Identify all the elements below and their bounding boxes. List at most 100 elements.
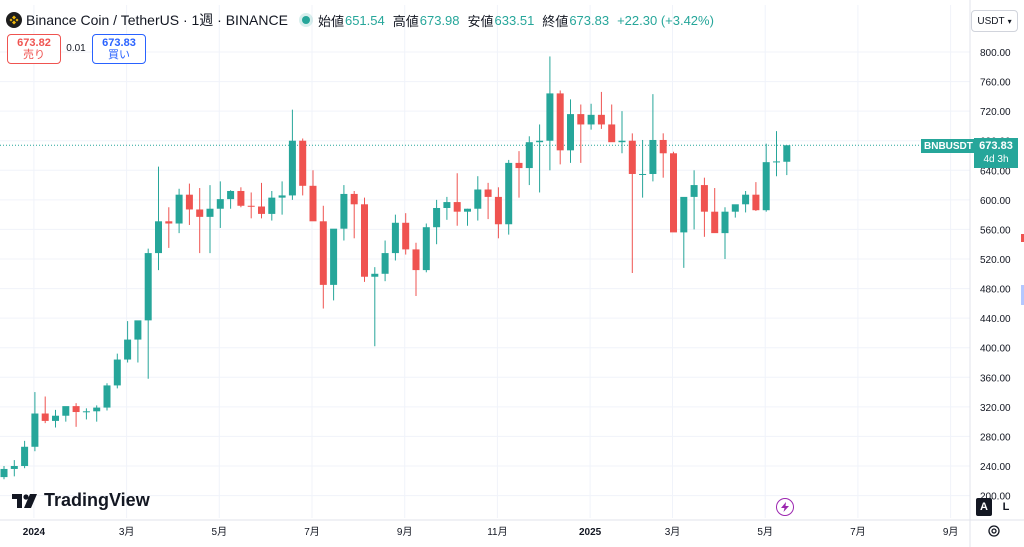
candle-body — [175, 194, 183, 224]
candle-body — [453, 202, 461, 212]
candle-body — [216, 199, 224, 209]
candle-body — [618, 140, 626, 143]
candle-body — [752, 194, 760, 211]
candle-body — [124, 339, 132, 360]
candle-body — [10, 466, 18, 469]
candle-body — [62, 406, 70, 416]
candle-body — [680, 196, 688, 233]
candle-body — [227, 190, 235, 200]
bar-countdown: 4d 3h — [983, 154, 1009, 165]
candle-body — [21, 446, 29, 466]
y-tick-label: 240.00 — [980, 462, 1011, 473]
candle-body — [731, 204, 739, 212]
lightning-icon[interactable] — [776, 498, 794, 516]
candle-body — [72, 406, 80, 413]
symbol-header: Binance Coin / TetherUS · 1週 · BINANCE 始… — [6, 10, 722, 30]
y-tick-label: 320.00 — [980, 403, 1011, 414]
currency-selector[interactable]: USDT ▾ — [971, 10, 1018, 32]
buy-price: 673.83 — [102, 37, 136, 49]
x-tick-label: 2024 — [23, 527, 46, 538]
x-tick-label: 9月 — [397, 526, 413, 538]
candle-body — [525, 142, 533, 169]
y-tick-label: 400.00 — [980, 344, 1011, 355]
candle-body — [309, 185, 317, 222]
candle-body — [361, 204, 368, 277]
candle-body — [206, 208, 214, 217]
bnb-logo-icon — [6, 12, 22, 28]
y-tick-label: 600.00 — [980, 196, 1011, 207]
candle-body — [628, 140, 636, 174]
candle-body — [433, 207, 441, 228]
last-price-tag: 673.83 4d 3h — [974, 138, 1018, 168]
candle-body — [93, 407, 101, 412]
y-tick-label: 800.00 — [980, 48, 1011, 59]
open-label: 始値 — [317, 13, 344, 29]
candle-body — [52, 415, 59, 421]
candle-body — [690, 185, 698, 197]
candle-body — [278, 195, 286, 198]
buy-label: 買い — [108, 49, 130, 61]
x-tick-label: 11月 — [487, 526, 507, 538]
sell-label: 売り — [23, 49, 45, 61]
candle-body — [474, 189, 482, 209]
candle-body — [711, 211, 719, 234]
y-tick-label: 360.00 — [980, 373, 1011, 384]
y-tick-label: 440.00 — [980, 314, 1011, 325]
y-tick-label: 720.00 — [980, 107, 1011, 118]
candle-body — [288, 140, 296, 196]
candle-body — [464, 208, 471, 212]
chevron-down-icon: ▾ — [1007, 16, 1012, 26]
candle-body — [484, 189, 492, 197]
spread-value: 0.01 — [66, 43, 86, 54]
candle-body — [659, 139, 667, 154]
log-scale-button[interactable]: L — [1002, 501, 1010, 513]
candle-body — [422, 227, 430, 271]
candle-body — [258, 206, 265, 214]
x-tick-label: 5月 — [212, 526, 228, 538]
x-tick-label: 7月 — [304, 526, 320, 538]
candle-body — [237, 190, 245, 206]
candle-body — [670, 153, 677, 233]
candle-body — [155, 221, 162, 254]
candle-body — [340, 193, 348, 229]
candle-body — [587, 114, 595, 125]
low-value: 633.51 — [494, 12, 535, 28]
candle-body — [639, 173, 647, 175]
candle-body — [82, 411, 90, 413]
symbol-title[interactable]: Binance Coin / TetherUS · 1週 · BINANCE — [26, 12, 288, 28]
change-value: +22.30 (+3.42%) — [617, 12, 714, 28]
x-tick-label: 5月 — [757, 526, 773, 538]
market-status-icon[interactable] — [301, 16, 310, 24]
y-tick-label: 760.00 — [980, 78, 1011, 89]
candle-body — [608, 124, 616, 143]
sell-price: 673.82 — [17, 37, 51, 49]
y-tick-label: 200.00 — [980, 492, 1011, 503]
candle-body — [567, 114, 574, 151]
candle-body — [556, 93, 564, 151]
brand-name: TradingView — [44, 490, 150, 510]
gear-icon[interactable] — [986, 523, 1002, 539]
last-price: 673.83 — [979, 140, 1013, 152]
candle-body — [515, 162, 523, 169]
candle-body — [350, 193, 358, 205]
close-value: 673.83 — [569, 12, 610, 28]
auto-scale-button[interactable]: A — [976, 498, 992, 516]
buy-button[interactable]: 673.83 買い — [92, 34, 146, 64]
candle-body — [144, 253, 152, 321]
tradingview-logo[interactable]: TradingView — [12, 490, 150, 511]
candle-body — [319, 221, 327, 285]
candle-body — [247, 205, 255, 207]
candle-body — [113, 359, 121, 386]
sell-button[interactable]: 673.82 売り — [7, 34, 61, 64]
high-label: 高値 — [392, 13, 419, 29]
x-tick-label: 2025 — [579, 527, 602, 538]
x-tick-label: 9月 — [943, 526, 959, 538]
candle-body — [196, 209, 204, 217]
candle-body — [412, 249, 420, 271]
candle-body — [597, 114, 605, 125]
y-tick-label: 480.00 — [980, 285, 1011, 296]
candle-body — [721, 211, 729, 234]
candle-body — [762, 162, 770, 211]
